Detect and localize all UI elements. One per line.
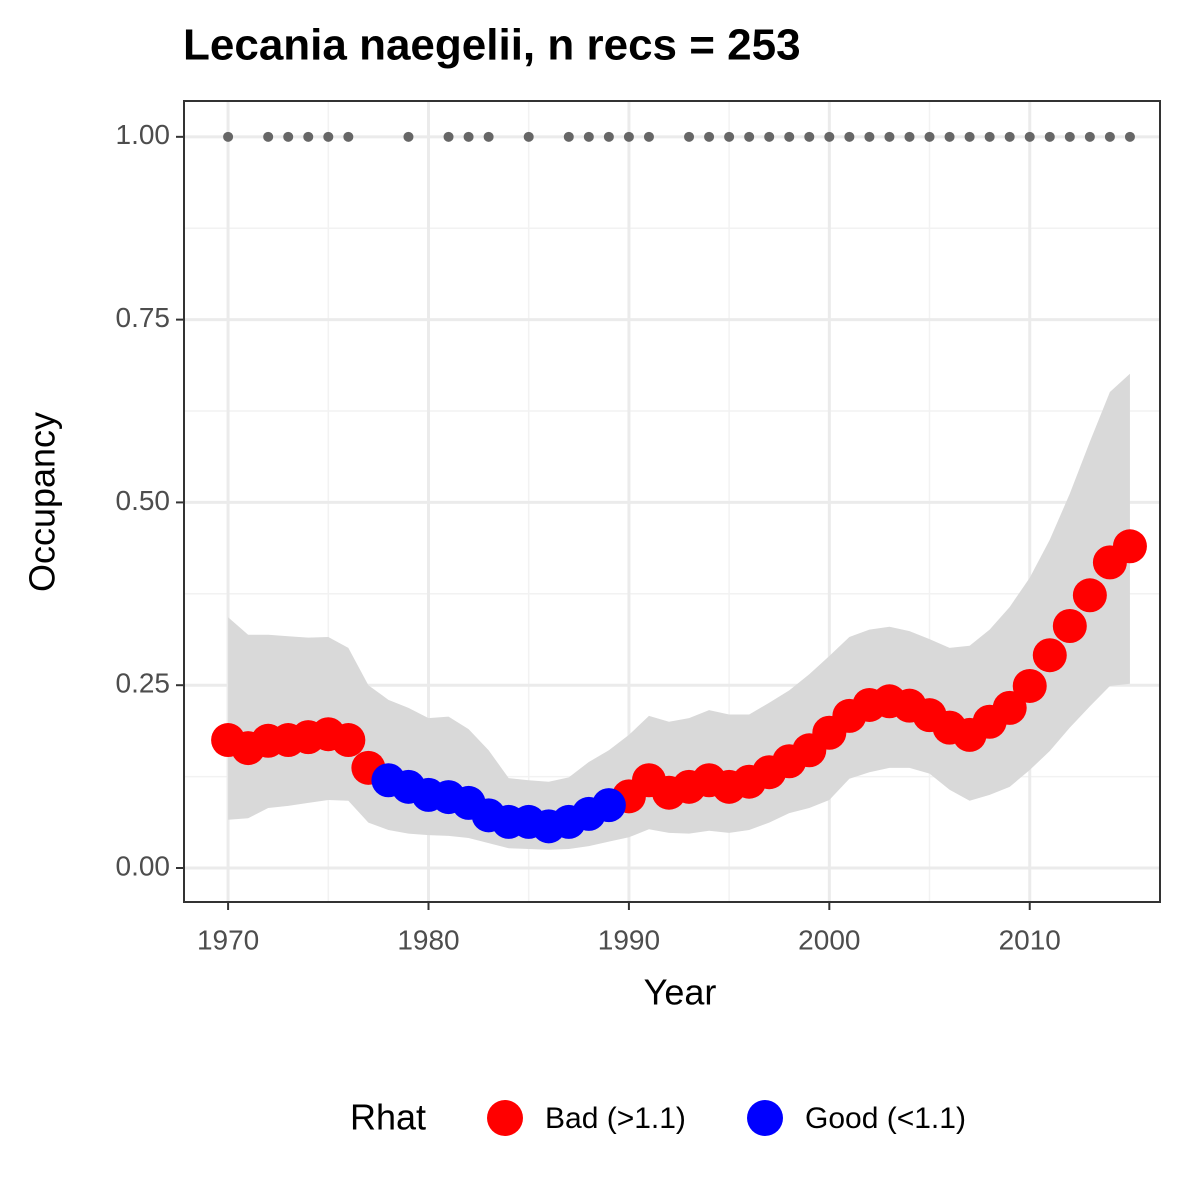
record-dot: [623, 131, 634, 142]
y-tick-label: 0.25: [116, 668, 171, 699]
panel-border: [183, 100, 1161, 903]
record-dot: [1024, 131, 1035, 142]
record-dot: [1064, 131, 1075, 142]
record-dot: [724, 131, 735, 142]
y-tick-label: 1.00: [116, 119, 171, 150]
record-dot: [263, 131, 274, 142]
x-tick-label: 2000: [798, 924, 860, 955]
confidence-band: [228, 373, 1130, 850]
y-tick-label: 0.50: [116, 485, 171, 516]
record-dot: [1004, 131, 1015, 142]
point: [331, 723, 366, 758]
record-dot: [463, 131, 474, 142]
record-dot: [764, 131, 775, 142]
record-dot: [523, 131, 534, 142]
record-dot: [824, 131, 835, 142]
record-dot: [1084, 131, 1095, 142]
record-dot: [403, 131, 414, 142]
record-dot: [1104, 131, 1115, 142]
point: [1112, 529, 1147, 564]
record-dot: [223, 131, 234, 142]
record-dot: [443, 131, 454, 142]
legend-title: Rhat: [350, 1097, 426, 1138]
x-tick-label: 1990: [598, 924, 660, 955]
record-dot: [643, 131, 654, 142]
record-dot: [283, 131, 294, 142]
record-dot: [323, 131, 334, 142]
record-dot: [1124, 131, 1135, 142]
record-dot: [884, 131, 895, 142]
record-dot: [924, 131, 935, 142]
chart-title: Lecania naegelii, n recs = 253: [183, 21, 801, 70]
point: [1012, 668, 1047, 703]
record-dot: [1044, 131, 1055, 142]
x-tick-label: 1980: [397, 924, 459, 955]
x-tick-label: 1970: [197, 924, 259, 955]
record-dot: [804, 131, 815, 142]
record-dot: [964, 131, 975, 142]
record-dot: [784, 131, 795, 142]
record-dot: [603, 131, 614, 142]
record-dot: [583, 131, 594, 142]
record-dot: [684, 131, 695, 142]
point: [1052, 608, 1087, 643]
x-axis-label: Year: [644, 972, 717, 1013]
legend-swatch: [487, 1100, 523, 1136]
record-dot: [864, 131, 875, 142]
point: [1072, 578, 1107, 613]
x-tick-label: 2010: [999, 924, 1061, 955]
record-dot: [904, 131, 915, 142]
legend-swatch: [747, 1100, 783, 1136]
record-dot: [844, 131, 855, 142]
record-dot: [483, 131, 494, 142]
y-tick-label: 0.75: [116, 302, 171, 333]
point: [992, 690, 1027, 725]
y-tick-label: 0.00: [116, 850, 171, 881]
record-dot: [944, 131, 955, 142]
record-dot: [984, 131, 995, 142]
record-dot: [343, 131, 354, 142]
y-axis-label: Occupancy: [22, 412, 63, 592]
legend-label: Bad (>1.1): [545, 1102, 686, 1135]
record-dot: [744, 131, 755, 142]
record-dot: [704, 131, 715, 142]
record-dot: [303, 131, 314, 142]
point: [1032, 638, 1067, 673]
record-dot: [563, 131, 574, 142]
point: [591, 788, 626, 823]
legend-label: Good (<1.1): [805, 1102, 966, 1135]
